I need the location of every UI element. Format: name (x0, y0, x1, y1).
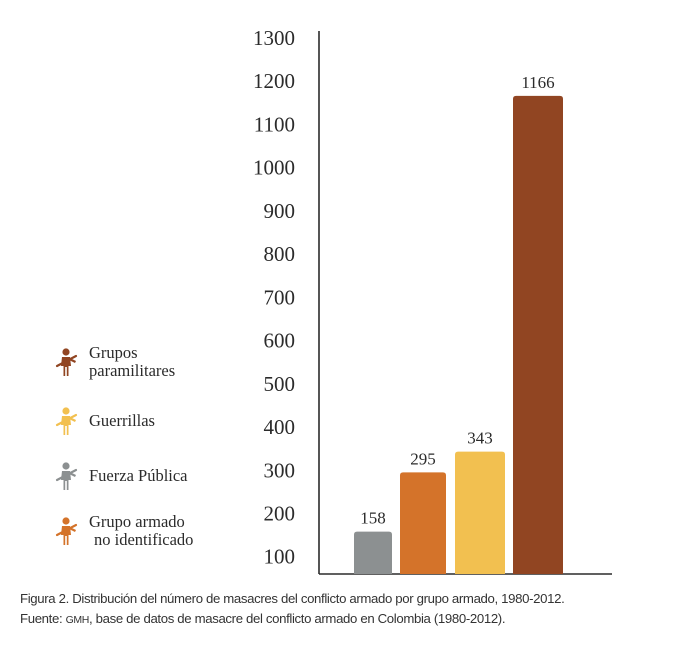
y-tick-label: 1100 (254, 112, 295, 136)
y-tick-label: 1000 (253, 156, 295, 180)
legend-label: Grupos (89, 343, 138, 362)
y-tick-label: 500 (264, 372, 296, 396)
y-axis-ticks: 100 200 300 400 500 600 700 800 900 1000 1100 1200 1… (253, 26, 295, 569)
bar (513, 95, 563, 574)
legend-label: Fuerza Pública (89, 466, 188, 485)
figure-caption: Figura 2. Distribución del número de mas… (20, 589, 670, 630)
legend-label: paramilitares (89, 361, 175, 380)
caption-source-abbr: GMH (65, 614, 90, 626)
bar-value-label: 343 (467, 429, 493, 448)
bar-value-label: 158 (360, 509, 386, 528)
bar (455, 451, 505, 574)
armed-person-icon (55, 462, 78, 490)
legend-label: Guerrillas (89, 411, 155, 430)
y-tick-label: 1300 (253, 26, 295, 50)
y-tick-label: 800 (264, 242, 296, 266)
y-tick-label: 200 (264, 501, 296, 525)
y-tick-label: 600 (264, 329, 296, 353)
armed-person-icon (55, 407, 78, 435)
y-tick-label: 400 (264, 415, 296, 439)
y-tick-label: 700 (264, 285, 296, 309)
legend-label: Grupo armado (89, 512, 185, 531)
bar-chart: 100 200 300 400 500 600 700 800 900 1000 1100 1200 1… (55, 26, 612, 575)
legend-label: no identificado (94, 530, 193, 549)
caption-source-prefix: Fuente: (20, 611, 66, 626)
bar-value-label: 1166 (521, 73, 554, 92)
armed-person-icon (55, 517, 78, 545)
armed-person-icon (55, 348, 78, 376)
y-tick-label: 1200 (253, 69, 295, 93)
bar (400, 472, 446, 574)
bar-value-label: 295 (410, 449, 436, 468)
caption-line-1: Figura 2. Distribución del número de mas… (20, 591, 565, 606)
bars: 158 295 343 1166 (354, 73, 563, 574)
caption-source-suffix: , base de datos de masacre del conflicto… (89, 611, 506, 626)
bar (354, 531, 392, 574)
y-tick-label: 100 (264, 545, 296, 569)
caption-line-2: Fuente: GMH, base de datos de masacre de… (20, 609, 670, 630)
y-tick-label: 300 (264, 458, 296, 482)
y-tick-label: 900 (264, 199, 296, 223)
